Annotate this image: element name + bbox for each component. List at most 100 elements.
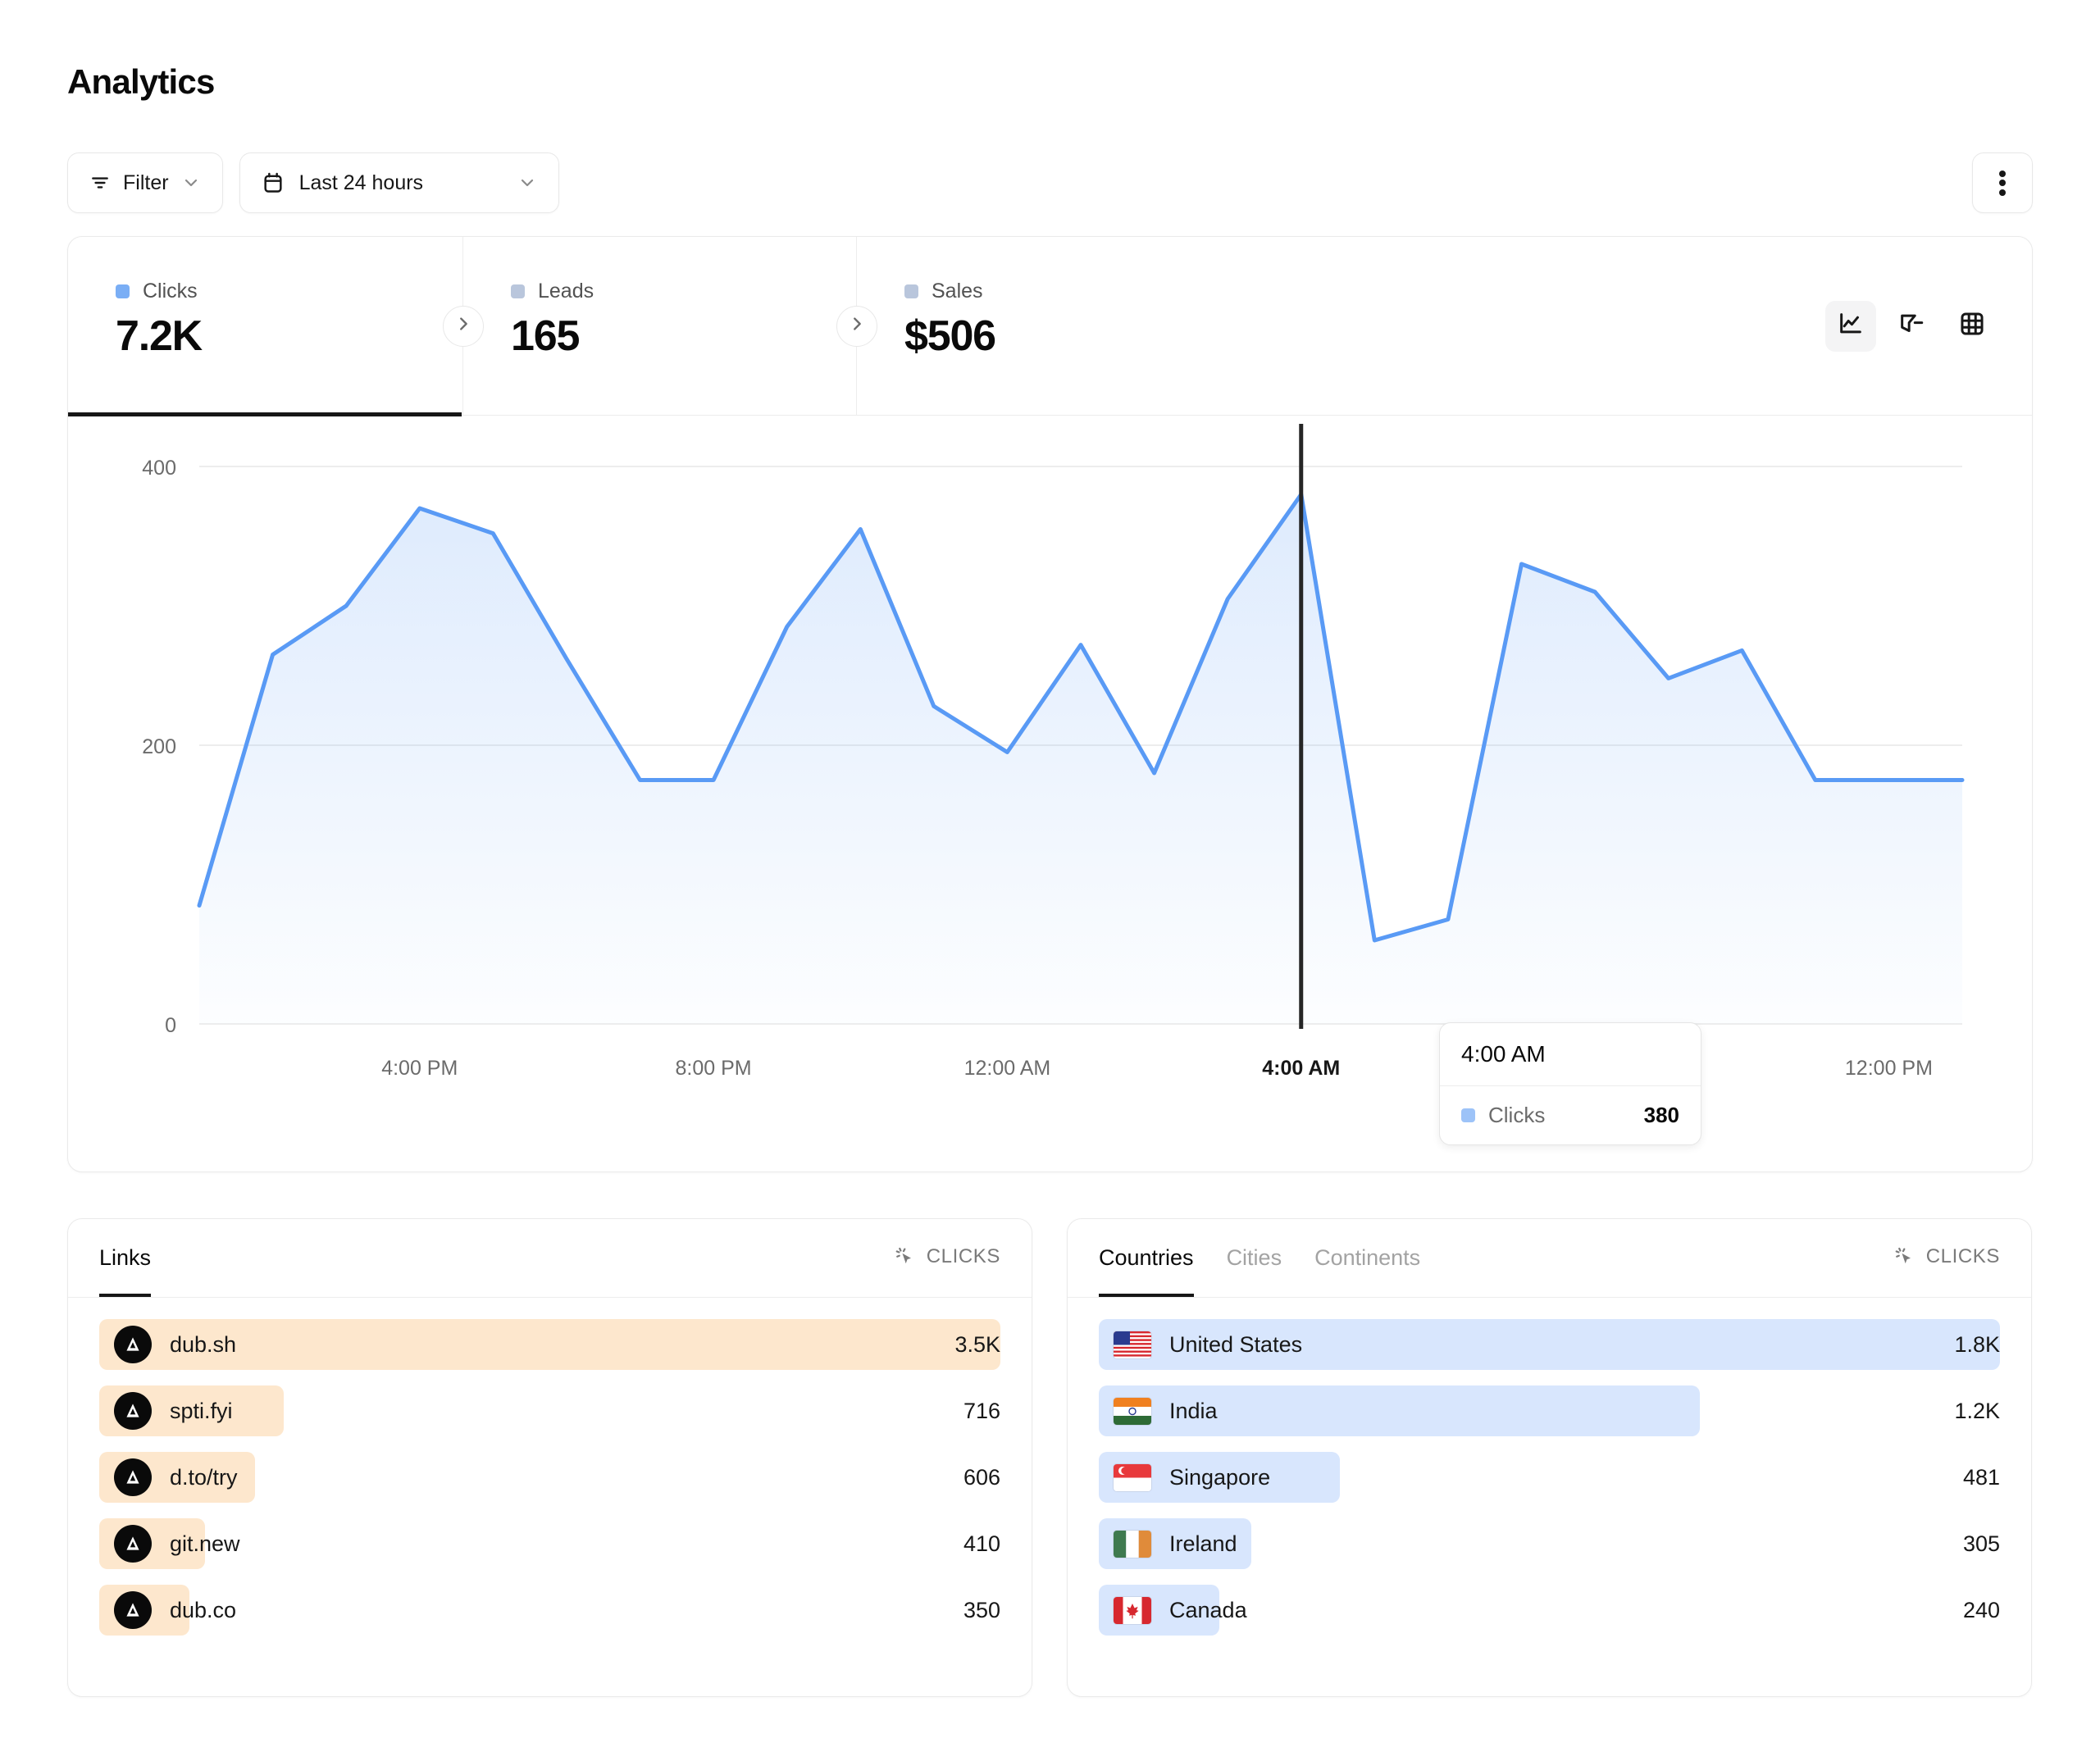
links-rows: dub.sh 3.5K spti.fyi 716 d.to/try 606 git.new 4… bbox=[68, 1298, 1032, 1636]
country-row[interactable]: India 1.2K bbox=[1099, 1385, 2000, 1436]
metric-label: Leads bbox=[538, 280, 594, 303]
flag-ie-icon bbox=[1114, 1530, 1151, 1558]
cursor-click-icon bbox=[894, 1245, 917, 1268]
row-content: dub.sh bbox=[99, 1326, 236, 1363]
row-value: 606 bbox=[963, 1464, 1000, 1490]
row-content: Ireland bbox=[1099, 1530, 1237, 1558]
flag-us-icon bbox=[1114, 1331, 1151, 1358]
bottom-panels: Links CLICKS dub.sh 3.5K spti.fyi 716 d.to/t… bbox=[67, 1218, 2032, 1697]
link-row[interactable]: dub.co 350 bbox=[99, 1585, 1000, 1636]
svg-text:0: 0 bbox=[165, 1014, 176, 1037]
row-value: 3.5K bbox=[954, 1331, 1000, 1357]
metrics-row: Clicks 7.2K Leads 165 Sales $506 bbox=[68, 237, 2032, 416]
page-title: Analytics bbox=[67, 62, 215, 101]
chevron-down-icon bbox=[181, 173, 201, 193]
row-value: 350 bbox=[963, 1597, 1000, 1622]
funnel-view-button[interactable] bbox=[1886, 301, 1937, 352]
row-label: d.to/try bbox=[170, 1464, 238, 1490]
svg-text:4:00 PM: 4:00 PM bbox=[381, 1057, 458, 1080]
flag-in-icon bbox=[1114, 1397, 1151, 1425]
row-content: Singapore bbox=[1099, 1463, 1270, 1491]
row-value: 410 bbox=[963, 1531, 1000, 1556]
country-row[interactable]: Singapore 481 bbox=[1099, 1452, 2000, 1503]
filter-button[interactable]: Filter bbox=[67, 152, 223, 213]
tooltip-legend-dot bbox=[1461, 1108, 1475, 1122]
row-progress-bar bbox=[1099, 1385, 1700, 1436]
links-panel: Links CLICKS dub.sh 3.5K spti.fyi 716 d.to/t… bbox=[67, 1218, 1032, 1697]
link-row[interactable]: git.new 410 bbox=[99, 1518, 1000, 1569]
metric-label: Sales bbox=[932, 280, 983, 303]
links-metric-toggle[interactable]: CLICKS bbox=[894, 1245, 1000, 1268]
links-panel-header: Links CLICKS bbox=[68, 1219, 1032, 1298]
date-range-label: Last 24 hours bbox=[298, 171, 424, 194]
more-options-button[interactable] bbox=[1972, 152, 2033, 213]
leads-legend-dot bbox=[511, 284, 525, 298]
metric-card-leads[interactable]: Leads 165 bbox=[463, 237, 857, 415]
tooltip-series-label: Clicks bbox=[1488, 1103, 1546, 1127]
funnel-icon bbox=[1897, 310, 1925, 342]
dub-favicon-icon bbox=[114, 1458, 152, 1496]
filter-label: Filter bbox=[123, 171, 169, 194]
row-content: India bbox=[1099, 1397, 1218, 1425]
metric-value: 165 bbox=[511, 312, 580, 360]
tooltip-time: 4:00 AM bbox=[1440, 1023, 1701, 1086]
country-row[interactable]: United States 1.8K bbox=[1099, 1319, 2000, 1370]
chevron-down-icon bbox=[517, 173, 537, 193]
view-toggle-group bbox=[1825, 300, 1998, 352]
line-chart-icon bbox=[1837, 310, 1865, 342]
row-progress-bar bbox=[1099, 1319, 2000, 1370]
tab-continents[interactable]: Continents bbox=[1314, 1245, 1421, 1270]
dub-favicon-icon bbox=[114, 1392, 152, 1430]
locations-metric-label: CLICKS bbox=[1925, 1245, 2000, 1267]
metric-value: 7.2K bbox=[116, 312, 203, 360]
chevron-right-icon bbox=[848, 315, 866, 337]
locations-panel-header: Countries Cities Continents CLICKS bbox=[1068, 1219, 2031, 1298]
flag-ca-icon bbox=[1114, 1596, 1151, 1624]
row-value: 305 bbox=[1962, 1531, 2000, 1556]
row-value: 240 bbox=[1962, 1597, 2000, 1622]
dub-favicon-icon bbox=[114, 1326, 152, 1363]
table-view-button[interactable] bbox=[1947, 301, 1998, 352]
metric-card-clicks[interactable]: Clicks 7.2K bbox=[68, 237, 463, 416]
kebab-menu-icon bbox=[1999, 167, 2006, 198]
row-value: 716 bbox=[963, 1398, 1000, 1423]
analytics-chart-card: Clicks 7.2K Leads 165 Sales $506 bbox=[67, 236, 2033, 1172]
tab-countries[interactable]: Countries bbox=[1099, 1245, 1194, 1297]
row-value: 481 bbox=[1962, 1464, 2000, 1490]
country-row[interactable]: Ireland 305 bbox=[1099, 1518, 2000, 1569]
metric-label: Clicks bbox=[143, 280, 198, 303]
link-row[interactable]: d.to/try 606 bbox=[99, 1452, 1000, 1503]
metric-card-sales[interactable]: Sales $506 bbox=[857, 237, 2032, 415]
tooltip-value: 380 bbox=[1643, 1103, 1679, 1127]
metric-value: $506 bbox=[904, 312, 996, 360]
chart-tooltip: 4:00 AM Clicks 380 bbox=[1439, 1022, 1701, 1145]
tab-links[interactable]: Links bbox=[99, 1245, 152, 1297]
date-range-button[interactable]: Last 24 hours bbox=[239, 152, 559, 213]
row-label: dub.sh bbox=[170, 1331, 237, 1357]
row-label: git.new bbox=[170, 1531, 240, 1556]
row-label: United States bbox=[1169, 1331, 1303, 1357]
svg-text:200: 200 bbox=[142, 735, 176, 758]
link-row[interactable]: dub.sh 3.5K bbox=[99, 1319, 1000, 1370]
row-label: India bbox=[1169, 1398, 1218, 1423]
links-metric-label: CLICKS bbox=[926, 1245, 1000, 1267]
line-chart-view-button[interactable] bbox=[1825, 300, 1876, 352]
tab-cities[interactable]: Cities bbox=[1226, 1245, 1282, 1270]
row-value: 1.8K bbox=[1954, 1331, 2000, 1357]
metric-next-arrow-1[interactable] bbox=[443, 305, 484, 347]
link-row[interactable]: spti.fyi 716 bbox=[99, 1385, 1000, 1436]
filter-icon bbox=[89, 172, 111, 193]
row-content: git.new bbox=[99, 1525, 240, 1563]
dub-favicon-icon bbox=[114, 1591, 152, 1629]
clicks-legend-dot bbox=[116, 284, 130, 298]
metric-next-arrow-2[interactable] bbox=[836, 305, 877, 347]
row-value: 1.2K bbox=[1954, 1398, 2000, 1423]
grid-table-icon bbox=[1958, 310, 1986, 342]
row-content: dub.co bbox=[99, 1591, 236, 1629]
country-row[interactable]: Canada 240 bbox=[1099, 1585, 2000, 1636]
row-label: spti.fyi bbox=[170, 1398, 233, 1423]
locations-metric-toggle[interactable]: CLICKS bbox=[1893, 1245, 2000, 1268]
row-content: spti.fyi bbox=[99, 1392, 233, 1430]
